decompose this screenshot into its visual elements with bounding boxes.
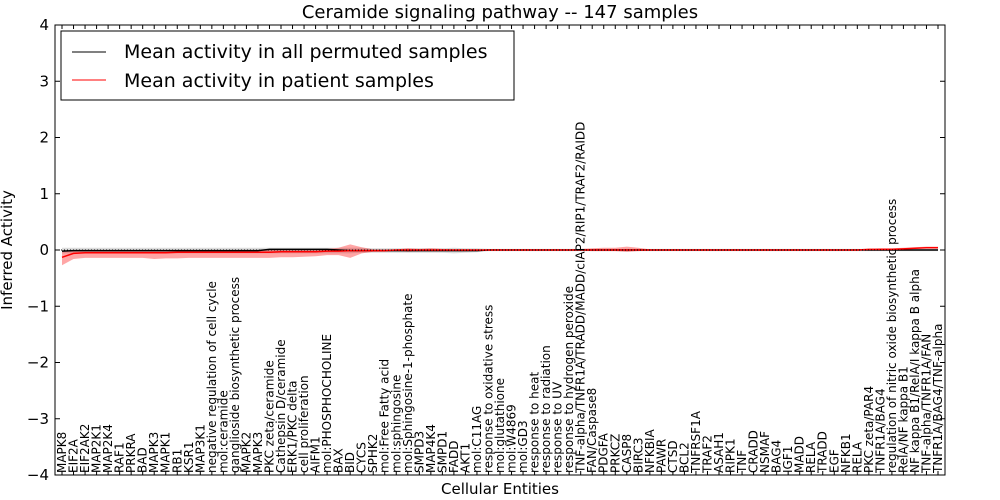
x-tick-label: EIF2AK2 <box>78 424 92 473</box>
x-tick-label: BIRC3 <box>631 437 645 473</box>
x-tick-label: NFKB1 <box>839 433 853 473</box>
x-tick-label: SPHK2 <box>366 434 380 473</box>
x-tick-label: EIF2A <box>67 438 81 473</box>
x-tick-label: BCL2 <box>677 442 691 473</box>
y-tick-label: −1 <box>27 297 49 315</box>
y-tick-label: −3 <box>27 410 49 428</box>
legend-label-permuted: Mean activity in all permuted samples <box>124 41 487 63</box>
x-tick-label: response to hydrogen peroxide <box>562 286 576 473</box>
y-tick-label: −4 <box>27 466 49 484</box>
y-tick-label: 3 <box>39 72 49 90</box>
x-tick-label: MAPK2 <box>239 432 253 473</box>
x-tick-label: PDGFA <box>597 432 611 473</box>
x-tick-label: NFKBIA <box>643 428 657 473</box>
x-tick-label: response to oxidative stress <box>482 305 496 473</box>
x-tick-label: MAPK3 <box>147 432 161 473</box>
legend-label-patient: Mean activity in patient samples <box>124 70 434 92</box>
x-tick-label: mol:glutathione <box>493 378 507 473</box>
x-tick-label: SMPD3 <box>412 431 426 473</box>
x-tick-label: RELA <box>850 441 864 473</box>
x-tick-label: TNF-alpha/TNFR1A/TRADD/MADD/cIAP2/RIP1/T… <box>574 122 588 474</box>
y-tick-label: −2 <box>27 354 49 372</box>
x-tick-label: ERK1/PKC delta <box>286 380 300 473</box>
band-patient <box>62 244 938 266</box>
x-tick-label: Cathepsin D/ceramide <box>274 339 288 473</box>
x-tick-label: BAD <box>136 447 150 473</box>
x-tick-label: AKT1 <box>458 443 472 473</box>
x-axis-ticks: MAPK8EIF2AEIF2AK2MAP2K1MAP2K4RAF1PRKRABA… <box>55 25 945 475</box>
x-tick-label: IGF1 <box>781 446 795 473</box>
x-tick-label: BID <box>343 452 357 473</box>
x-tick-label: response to heat <box>528 371 542 473</box>
x-tick-label: TRADD <box>816 431 830 474</box>
plot-frame <box>54 24 946 476</box>
x-tick-label: MAPK3 <box>251 432 265 473</box>
x-tick-label: ganglioside biosynthetic process <box>228 277 242 473</box>
x-tick-label: CYCS <box>355 442 369 473</box>
x-tick-label: KSR1 <box>182 442 196 473</box>
y-axis-label: Inferred Activity <box>0 190 16 310</box>
x-tick-label: RB1 <box>170 449 184 473</box>
x-tick-label: regulation of nitric oxide biosynthetic … <box>885 199 899 473</box>
x-tick-label: mol:ceramide <box>216 390 230 473</box>
x-tick-label: MADD <box>793 436 807 473</box>
chart-title: Ceramide signaling pathway -- 147 sample… <box>302 2 698 23</box>
y-tick-label: 1 <box>39 185 49 203</box>
x-tick-label: MAPK8 <box>55 432 69 473</box>
x-tick-label: TNF <box>735 450 749 474</box>
x-tick-label: mol:PHOSPHOCHOLINE <box>320 334 334 473</box>
x-tick-label: PRKCZ <box>608 434 622 473</box>
x-tick-label: CASP8 <box>620 434 634 473</box>
x-tick-label: mol:Sphingosine-1-phosphate <box>401 294 415 474</box>
x-tick-label: MAP2K4 <box>101 424 115 473</box>
x-tick-label: FADD <box>447 441 461 474</box>
x-tick-label: RELA <box>804 441 818 473</box>
y-axis-ticks: −4 −3 −2 −1 0 1 2 3 4 <box>27 16 945 484</box>
x-tick-label: SMPD1 <box>435 431 449 473</box>
confidence-bands <box>62 244 938 266</box>
x-tick-label: cell proliferation <box>297 375 311 473</box>
x-tick-label: PAWR <box>654 439 668 473</box>
x-tick-label: PKC zeta/PAR4 <box>862 386 876 473</box>
x-tick-label: response to UV <box>551 381 565 473</box>
x-tick-label: PRKRA <box>124 433 138 473</box>
x-tick-label: response to radiation <box>539 345 553 473</box>
x-tick-label: TNFRSF1A <box>689 410 703 474</box>
x-tick-label: TNFR1A/BAG4 <box>873 388 887 474</box>
x-tick-label: ASAH1 <box>712 432 726 473</box>
x-tick-label: CRADD <box>747 430 761 473</box>
x-axis-label: Cellular Entities <box>441 480 559 498</box>
x-tick-label: RelA/NF kappa B1 <box>896 366 910 473</box>
x-tick-label: MAP4K4 <box>424 424 438 473</box>
x-tick-label: MAP2K1 <box>90 424 104 473</box>
y-tick-label: 2 <box>39 129 49 147</box>
x-tick-label: CTSD <box>666 440 680 473</box>
legend: Mean activity in all permuted samples Me… <box>60 30 515 101</box>
y-tick-label: 4 <box>39 16 49 34</box>
x-tick-label: mol:GD3 <box>516 420 530 473</box>
x-tick-label: AIFM1 <box>309 436 323 473</box>
x-tick-label: RIPK1 <box>724 438 738 473</box>
legend-box <box>60 30 515 101</box>
x-tick-label: mol:sphingosine <box>389 375 403 473</box>
x-tick-label: NF kappa B1/RelA/I kappa B alpha <box>908 269 922 473</box>
x-tick-label: MAP3K1 <box>193 424 207 473</box>
x-tick-label: FAN/Caspase8 <box>585 388 599 473</box>
x-tick-label: NSMAF <box>758 431 772 473</box>
x-tick-label: MAPK1 <box>159 432 173 473</box>
x-tick-label: TNFR1A/BAG4/TNF-alpha <box>931 324 945 474</box>
x-tick-label: mol:C11AG <box>470 406 484 473</box>
x-tick-label: RAF1 <box>113 442 127 473</box>
x-tick-label: TRAF2 <box>701 435 715 474</box>
x-tick-label: TNF-alpha/TNFR1A/FAN <box>920 334 934 474</box>
x-tick-label: BAX <box>332 448 346 473</box>
x-tick-label: negative regulation of cell cycle <box>205 281 219 473</box>
y-tick-label: 0 <box>39 241 49 259</box>
x-tick-label: BAG4 <box>770 440 784 473</box>
x-tick-label: mol:Free Fatty acid <box>378 359 392 473</box>
x-tick-label: PKC zeta/ceramide <box>263 360 277 473</box>
x-tick-label: EGF <box>827 449 841 473</box>
x-tick-label: mol:W4869 <box>505 404 519 473</box>
